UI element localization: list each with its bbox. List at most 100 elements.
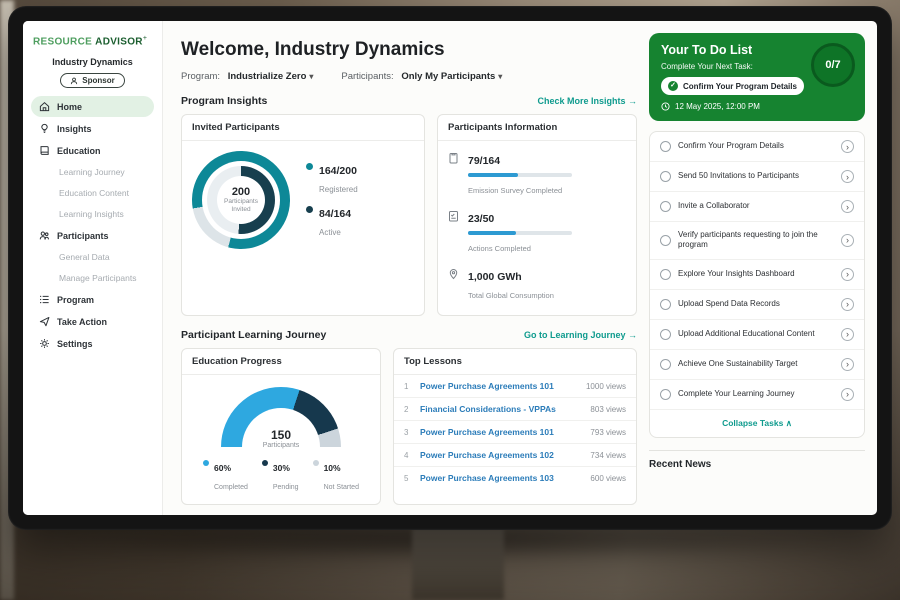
sidebar-item-learning-insights[interactable]: Learning Insights [31,204,154,224]
legend-dot [262,460,268,466]
chevron-right-icon[interactable]: › [841,268,854,281]
section-title: Participant Learning Journey [181,329,326,341]
chevron-right-icon[interactable]: › [841,234,854,247]
legend-dot [306,163,313,170]
sidebar-item-education-content[interactable]: Education Content [31,183,154,203]
checklist-icon [448,209,460,256]
next-task-time: 12 May 2025, 12:00 PM [661,102,853,111]
lesson-row[interactable]: 2 Financial Considerations - VPPAs 803 v… [394,398,636,421]
task-row[interactable]: Upload Additional Educational Content › [650,320,864,350]
task-row[interactable]: Send 50 Invitations to Participants › [650,162,864,192]
person-icon [70,77,78,85]
arrow-right-icon: → [628,96,637,106]
task-row[interactable]: Upload Spend Data Records › [650,290,864,320]
sidebar-item-settings[interactable]: Settings [31,333,154,354]
sidebar-item-label: Program [57,295,94,305]
clipboard-icon [448,151,460,198]
sidebar-item-education[interactable]: Education [31,140,154,161]
sponsor-badge[interactable]: Sponsor [60,73,124,88]
stat-emission-survey: 79/164 Emission Survey Completed [448,151,626,198]
chevron-right-icon[interactable]: › [841,140,854,153]
task-checkbox[interactable] [660,299,671,310]
sidebar-item-label: Insights [57,124,92,134]
sidebar-item-program[interactable]: Program [31,289,154,310]
collapse-tasks-button[interactable]: Collapse Tasks ∧ [650,409,864,437]
donut-center: 200 Participants Invited [217,176,265,224]
sidebar-item-participants[interactable]: Participants [31,225,154,246]
lesson-row[interactable]: 1 Power Purchase Agreements 101 1000 vie… [394,375,636,398]
todo-summary-card: Your To Do List 0/7 Complete Your Next T… [649,33,865,121]
sidebar-item-label: Participants [57,231,109,241]
program-insights-header: Program Insights Check More Insights → [181,95,637,107]
task-checkbox[interactable] [660,389,671,400]
program-select[interactable]: Industrialize Zero▾ [228,71,314,82]
monitor-bezel: RESOURCE ADVISOR+ Industry Dynamics Spon… [8,6,892,530]
chevron-down-icon: ▾ [309,72,313,81]
brand-resource: RESOURCE [33,36,92,47]
sidebar-nav: Home Insights Education Learning Journey [23,96,162,354]
legend-dot [306,206,313,213]
task-checkbox[interactable] [660,235,671,246]
chevron-right-icon[interactable]: › [841,298,854,311]
lesson-row[interactable]: 4 Power Purchase Agreements 102 734 view… [394,444,636,467]
participants-select[interactable]: Only My Participants▾ [401,71,502,82]
progress-fill [468,173,518,177]
chevron-right-icon[interactable]: › [841,200,854,213]
todo-subtitle: Complete Your Next Task: [661,62,853,71]
sidebar-item-general-data[interactable]: General Data [31,247,154,267]
users-icon [39,230,50,241]
sidebar-item-learning-journey[interactable]: Learning Journey [31,162,154,182]
task-row[interactable]: Explore Your Insights Dashboard › [650,260,864,290]
task-checkbox[interactable] [660,171,671,182]
arrow-right-icon: → [628,330,637,340]
task-checkbox[interactable] [660,201,671,212]
lesson-row[interactable]: 3 Power Purchase Agreements 101 793 view… [394,421,636,444]
task-row[interactable]: Achieve One Sustainability Target › [650,350,864,380]
task-row[interactable]: Complete Your Learning Journey › [650,380,864,409]
education-progress-card: Education Progress 150 Participants [181,348,381,505]
check-more-insights-link[interactable]: Check More Insights → [537,96,637,106]
main-content: Welcome, Industry Dynamics Program: Indu… [163,21,649,515]
book-icon [39,145,50,156]
participants-filter: Participants: Only My Participants▾ [341,71,502,82]
task-row[interactable]: Confirm Your Program Details › [650,132,864,162]
progress-track [468,173,572,177]
task-checkbox[interactable] [660,329,671,340]
insights-cards: Invited Participants 200 Participants In… [181,114,637,316]
home-icon [39,101,50,112]
participants-information-card: Participants Information 79/164 Emission… [437,114,637,316]
sidebar-item-manage-participants[interactable]: Manage Participants [31,268,154,288]
gauge-legend: 60%Completed 30%Pending 10%Not Started [192,458,370,494]
sidebar-item-home[interactable]: Home [31,96,154,117]
chevron-right-icon[interactable]: › [841,358,854,371]
legend-pending: 30%Pending [262,458,299,494]
task-row[interactable]: Verify participants requesting to join t… [650,222,864,260]
lesson-row[interactable]: 5 Power Purchase Agreements 103 600 view… [394,467,636,489]
invited-participants-card: Invited Participants 200 Participants In… [181,114,425,316]
card-title: Top Lessons [394,349,636,375]
next-task-pill[interactable]: ✓ Confirm Your Program Details [661,77,804,95]
sidebar-item-insights[interactable]: Insights [31,118,154,139]
invited-legend: 164/200Registered 84/164Active [306,154,358,247]
sidebar: RESOURCE ADVISOR+ Industry Dynamics Spon… [23,21,163,515]
legend-not-started: 10%Not Started [313,458,359,494]
sidebar-item-label: Manage Participants [59,273,137,283]
sidebar-item-label: Learning Journey [59,167,125,177]
recent-news-header: Recent News [649,450,865,470]
task-checkbox[interactable] [660,359,671,370]
brand-logo: RESOURCE ADVISOR+ [23,31,162,49]
task-checkbox[interactable] [660,269,671,280]
lessons-list: 1 Power Purchase Agreements 101 1000 vie… [394,375,636,489]
top-lessons-card: Top Lessons 1 Power Purchase Agreements … [393,348,637,505]
sidebar-item-take-action[interactable]: Take Action [31,311,154,332]
sidebar-item-label: Education Content [59,188,129,198]
task-checkbox[interactable] [660,141,671,152]
chevron-right-icon[interactable]: › [841,388,854,401]
chevron-down-icon: ▾ [498,72,502,81]
chevron-right-icon[interactable]: › [841,170,854,183]
progress-fill [468,231,516,235]
task-row[interactable]: Invite a Collaborator › [650,192,864,222]
go-to-learning-journey-link[interactable]: Go to Learning Journey → [524,330,637,340]
chevron-right-icon[interactable]: › [841,328,854,341]
legend-dot [313,460,319,466]
